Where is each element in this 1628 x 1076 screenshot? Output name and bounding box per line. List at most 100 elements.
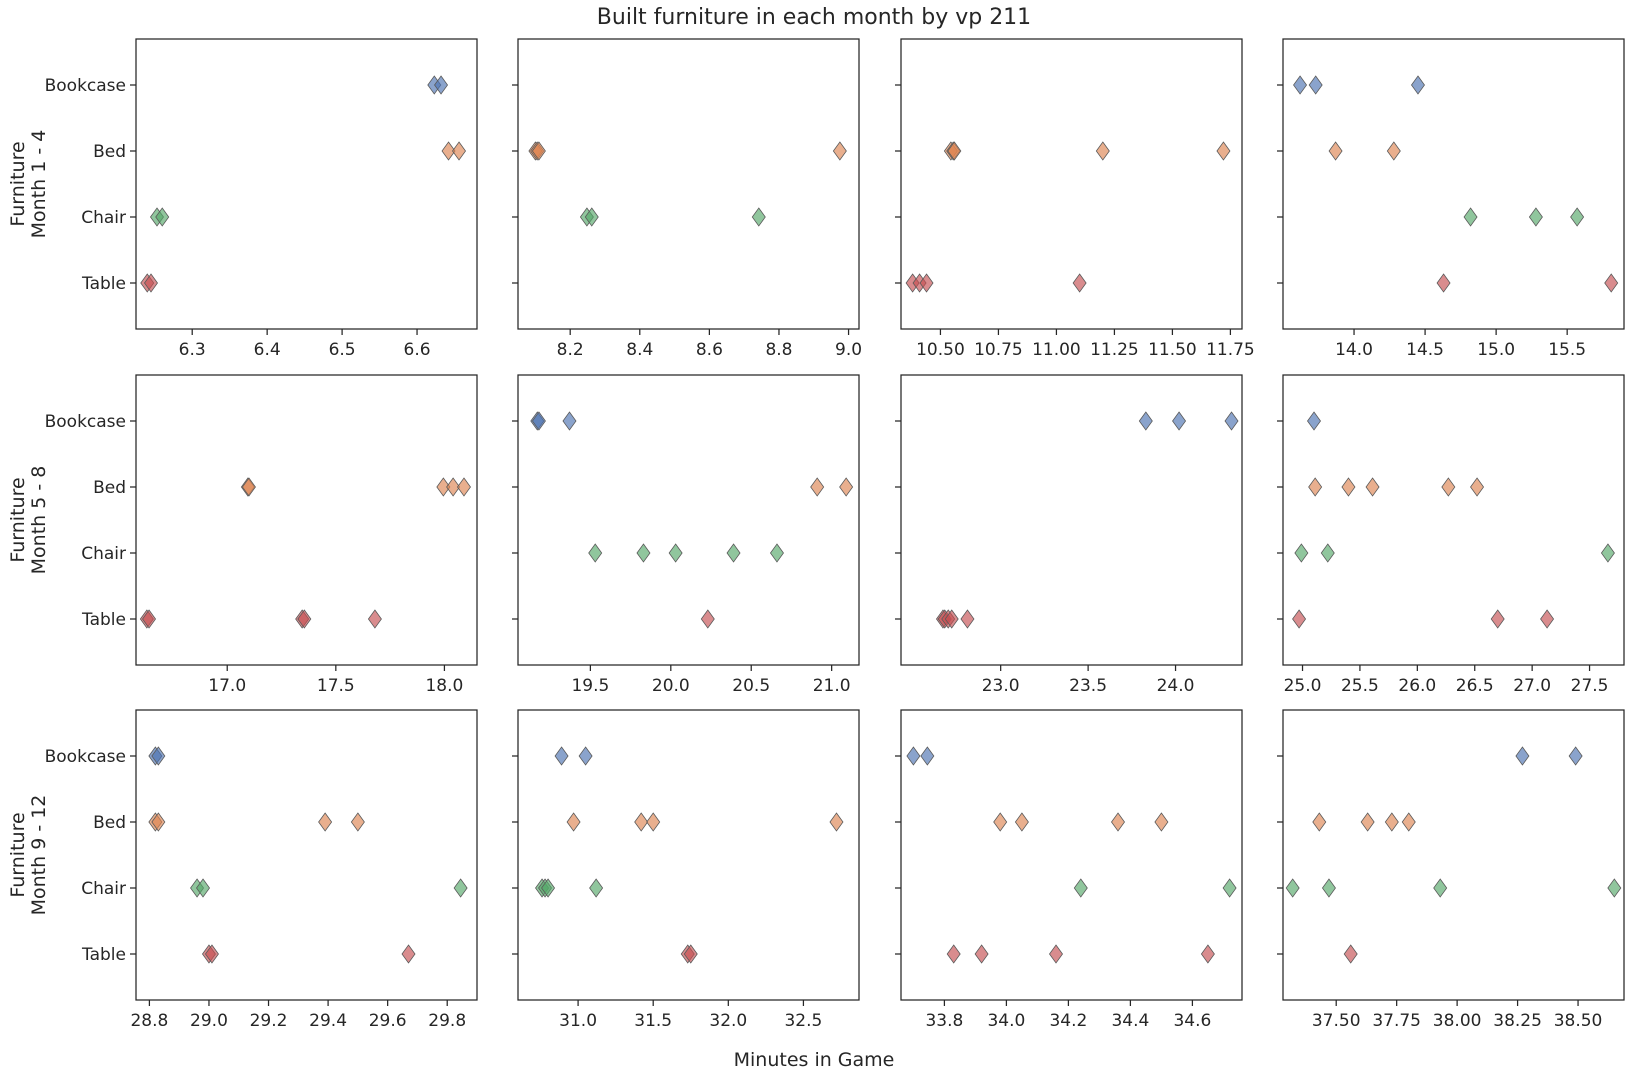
data-point-table xyxy=(944,609,959,629)
plot-frame xyxy=(517,374,860,666)
data-point-bed xyxy=(241,477,256,497)
data-point-bed xyxy=(1111,812,1125,832)
data-point-bed xyxy=(1384,812,1399,832)
data-point-chair xyxy=(726,543,741,563)
data-point-table xyxy=(1049,944,1063,964)
data-point-bookcase xyxy=(434,75,449,95)
x-tick-label: 8.6 xyxy=(696,340,723,360)
x-tick-label: 31.0 xyxy=(559,1011,597,1031)
plot-frame xyxy=(900,374,1243,666)
x-tick-label: 15.0 xyxy=(1477,340,1515,360)
data-point-chair xyxy=(155,207,170,227)
x-tick-label: 24.0 xyxy=(1157,676,1195,696)
data-point-bed xyxy=(1441,477,1456,497)
row-label: FurnitureMonth 1 - 4 xyxy=(7,130,50,239)
data-point-chair xyxy=(751,207,766,227)
data-point-table xyxy=(683,944,698,964)
plot-frame xyxy=(900,38,1243,330)
x-tick-label: 29.2 xyxy=(250,1011,288,1031)
data-point-bookcase xyxy=(1515,746,1530,766)
x-tick-label: 34.4 xyxy=(1111,1011,1149,1031)
panel: 10.50 10.75 11.00 11.25 11.50 11.75 xyxy=(895,38,1255,360)
panel: Bookcase Bed Chair Table 6.3 6.4 6.5 6.6 xyxy=(45,38,478,360)
x-tick-label: 8.4 xyxy=(626,340,653,360)
x-tick-label: 6.3 xyxy=(179,340,206,360)
data-point-bed xyxy=(1365,477,1380,497)
data-point-bookcase xyxy=(578,746,593,766)
x-tick-label: 10.50 xyxy=(916,340,965,360)
panel: 8.2 8.4 8.6 8.8 9.0 xyxy=(512,38,862,360)
data-point-chair xyxy=(588,543,603,563)
data-point-bed xyxy=(446,477,461,497)
panel: 14.0 14.5 15.0 15.5 xyxy=(1277,38,1625,360)
x-tick-label: 14.0 xyxy=(1335,340,1373,360)
y-tick-label: Bookcase xyxy=(45,76,126,96)
data-point-chair xyxy=(1607,878,1622,898)
data-point-bed xyxy=(1154,812,1169,832)
x-tick-label: 32.0 xyxy=(709,1011,747,1031)
data-point-chair xyxy=(1463,207,1478,227)
y-tick-label: Bookcase xyxy=(45,747,126,767)
data-point-bookcase xyxy=(562,411,577,431)
data-point-bed xyxy=(1470,477,1485,497)
x-tick-label: 11.75 xyxy=(1206,340,1255,360)
x-tick-label: 11.25 xyxy=(1090,340,1139,360)
y-tick-label: Table xyxy=(81,945,126,965)
row-label: FurnitureMonth 9 - 12 xyxy=(7,795,50,916)
x-tick-label: 19.5 xyxy=(571,676,609,696)
data-point-table xyxy=(919,273,934,293)
data-point-table xyxy=(142,609,157,629)
data-point-bed xyxy=(1312,812,1327,832)
data-point-chair xyxy=(1320,543,1335,563)
x-tick-label: 28.8 xyxy=(130,1011,168,1031)
x-tick-label: 6.6 xyxy=(404,340,431,360)
x-tick-label: 29.8 xyxy=(428,1011,466,1031)
data-point-bookcase xyxy=(1568,746,1583,766)
plot-frame xyxy=(900,709,1243,1001)
data-point-bed xyxy=(1308,477,1323,497)
x-tick-label: 38.50 xyxy=(1554,1011,1603,1031)
data-point-chair xyxy=(1600,543,1615,563)
data-point-bed xyxy=(456,477,471,497)
plot-frame xyxy=(135,709,478,1001)
data-point-bookcase xyxy=(1410,75,1425,95)
x-tick-label: 6.5 xyxy=(329,340,356,360)
y-tick-label: Chair xyxy=(81,544,126,564)
data-point-bookcase xyxy=(1293,75,1308,95)
data-point-table xyxy=(946,944,961,964)
data-point-table xyxy=(143,273,158,293)
y-tick-label: Bed xyxy=(93,478,126,498)
x-tick-label: 17.0 xyxy=(208,676,246,696)
y-tick-label: Bookcase xyxy=(45,412,126,432)
panel: 23.0 23.5 24.0 xyxy=(895,374,1243,696)
x-tick-label: 15.5 xyxy=(1548,340,1586,360)
data-point-bed xyxy=(1328,141,1343,161)
row-label: FurnitureMonth 5 - 8 xyxy=(7,466,50,575)
x-tick-label: 14.5 xyxy=(1406,340,1444,360)
data-point-bed xyxy=(839,477,854,497)
data-point-bed xyxy=(829,812,844,832)
panel: Bookcase Bed Chair Table 28.8 29.0 29.2 29.4 29.… xyxy=(45,709,478,1031)
data-point-table xyxy=(1343,944,1358,964)
x-tick-label: 11.00 xyxy=(1032,340,1081,360)
data-point-bookcase xyxy=(1172,411,1187,431)
data-point-bed xyxy=(1341,477,1356,497)
data-point-bed xyxy=(1360,812,1375,832)
data-point-bookcase xyxy=(554,746,569,766)
x-tick-label: 8.8 xyxy=(765,340,792,360)
data-point-bookcase xyxy=(151,746,166,766)
x-tick-label: 8.2 xyxy=(557,340,584,360)
plot-frame xyxy=(1282,709,1625,1001)
data-point-chair xyxy=(584,207,599,227)
plot-frame xyxy=(517,709,860,1001)
data-point-bookcase xyxy=(1224,411,1239,431)
data-point-bed xyxy=(318,812,333,832)
plot-frame xyxy=(517,38,860,330)
x-tick-label: 31.5 xyxy=(634,1011,672,1031)
x-tick-label: 21.0 xyxy=(813,676,851,696)
x-tick-label: 18.0 xyxy=(425,676,463,696)
data-point-chair xyxy=(1285,878,1300,898)
data-point-table xyxy=(204,944,219,964)
data-point-bookcase xyxy=(531,411,546,431)
data-point-bookcase xyxy=(1138,411,1153,431)
